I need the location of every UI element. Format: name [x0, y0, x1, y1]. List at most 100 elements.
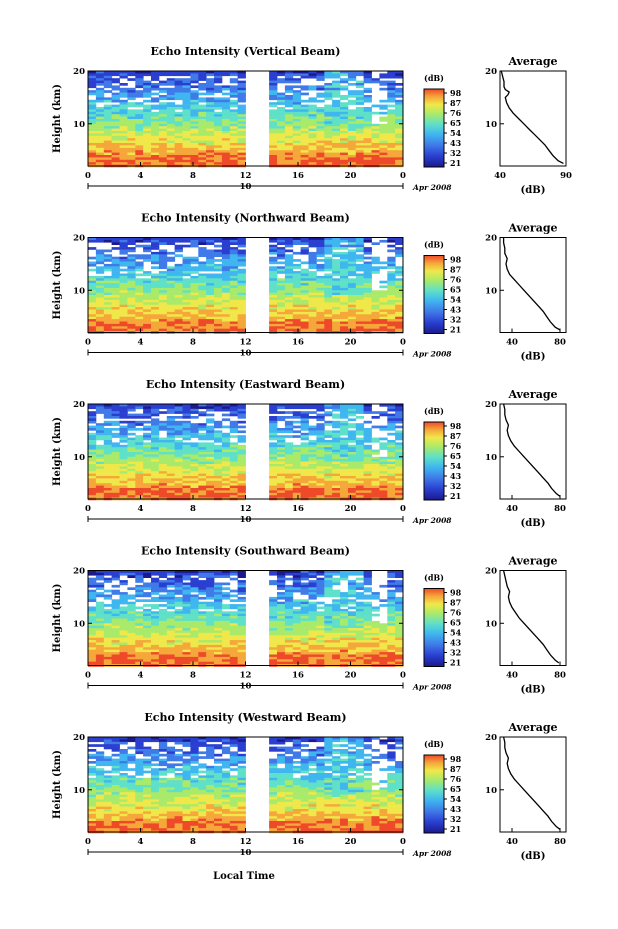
- colorbar-tick: 98: [450, 588, 462, 598]
- x-tick-label: 4: [138, 837, 144, 847]
- panel-title: Echo Intensity (Northward Beam): [141, 212, 350, 225]
- panel-title: Echo Intensity (Eastward Beam): [146, 378, 345, 391]
- colorbar-tick: 21: [450, 658, 461, 668]
- panel-2: Echo Intensity (Eastward Beam) 20 10 Height…: [52, 378, 567, 529]
- average-frame: [499, 570, 567, 666]
- average-y-tick: 20: [485, 400, 497, 410]
- panels: Echo Intensity (Vertical Beam) 20 10 Height…: [52, 45, 572, 862]
- average-frame: [499, 736, 567, 833]
- average-line: [502, 237, 561, 331]
- colorbar-tick: 43: [450, 638, 462, 648]
- average-frame: [499, 237, 567, 333]
- heatmap: [88, 237, 404, 334]
- colorbar-tick: 87: [450, 265, 461, 275]
- x-tick-label: 16: [292, 671, 304, 681]
- x-tick-label: 16: [292, 837, 304, 847]
- panel-title: Echo Intensity (Westward Beam): [144, 711, 346, 724]
- average-y-tick: 20: [485, 567, 497, 577]
- average-x-tick: 80: [554, 837, 566, 847]
- colorbar-tick: 32: [450, 481, 461, 491]
- average-x-tick: 40: [506, 504, 518, 514]
- x-tick-label: 4: [138, 171, 144, 181]
- colorbar-unit: (dB): [424, 739, 444, 749]
- x-tick-label: 4: [138, 671, 144, 681]
- x-tick-label: 12: [240, 171, 252, 181]
- colorbar-tick: 21: [450, 824, 461, 834]
- day-label: 10: [240, 515, 252, 525]
- average-y-tick: 10: [485, 786, 497, 796]
- colorbar-tick: 32: [450, 315, 461, 325]
- heatmap: [88, 737, 404, 834]
- average-y-tick: 10: [485, 120, 497, 130]
- colorbar-tick: 98: [450, 754, 462, 764]
- average-line: [502, 570, 560, 664]
- average-line: [502, 403, 561, 497]
- y-tick-label: 20: [73, 400, 85, 410]
- colorbar-tick: 87: [450, 764, 461, 774]
- x-tick-label: 0: [400, 504, 406, 514]
- average-x-tick: 80: [554, 671, 566, 681]
- average-x-tick: 80: [554, 338, 566, 348]
- colorbar: [423, 88, 445, 168]
- average-y-tick: 10: [485, 453, 497, 463]
- date-label: Apr 2008: [412, 516, 452, 525]
- colorbar-tick: 54: [450, 794, 462, 804]
- panel-title: Echo Intensity (Vertical Beam): [150, 45, 340, 58]
- x-tick-label: 4: [138, 504, 144, 514]
- x-tick-label: 8: [190, 837, 196, 847]
- panel-3: Echo Intensity (Southward Beam) 20 10 Heigh…: [52, 545, 567, 696]
- colorbar-tick: 43: [450, 471, 462, 481]
- x-tick-label: 8: [190, 171, 196, 181]
- average-y-tick: 10: [485, 286, 497, 296]
- colorbar-unit: (dB): [424, 73, 444, 83]
- average-y-tick: 20: [485, 234, 497, 244]
- average-title: Average: [507, 55, 557, 68]
- colorbar-tick: 65: [450, 118, 461, 128]
- day-label: 10: [240, 682, 252, 692]
- x-tick-label: 8: [190, 338, 196, 348]
- day-label: 10: [240, 349, 252, 359]
- panel-0: Echo Intensity (Vertical Beam) 20 10 Height…: [52, 45, 572, 196]
- average-title: Average: [507, 222, 557, 235]
- x-tick-label: 20: [345, 837, 357, 847]
- x-tick-label: 0: [400, 837, 406, 847]
- colorbar-unit: (dB): [424, 240, 444, 250]
- colorbar-tick: 32: [450, 148, 461, 158]
- y-tick-label: 20: [73, 67, 85, 77]
- date-label: Apr 2008: [412, 849, 452, 858]
- colorbar: [423, 421, 445, 501]
- panel-1: Echo Intensity (Northward Beam) 20 10 Heigh…: [52, 212, 567, 363]
- average-x-label: (dB): [521, 851, 546, 862]
- colorbar-tick: 43: [450, 305, 462, 315]
- colorbar-tick: 65: [450, 618, 461, 628]
- colorbar-unit: (dB): [424, 573, 444, 583]
- colorbar-tick: 76: [450, 441, 462, 451]
- x-tick-label: 20: [345, 171, 357, 181]
- x-tick-label: 12: [240, 837, 252, 847]
- heatmap: [88, 570, 404, 667]
- average-line: [500, 70, 564, 164]
- average-x-tick: 40: [506, 671, 518, 681]
- y-tick-label: 20: [73, 234, 85, 244]
- x-tick-label: 20: [345, 671, 357, 681]
- colorbar-tick: 65: [450, 784, 461, 794]
- average-x-tick: 40: [506, 338, 518, 348]
- average-y-tick: 20: [485, 733, 497, 743]
- colorbar-tick: 65: [450, 285, 461, 295]
- average-x-label: (dB): [521, 352, 546, 363]
- colorbar-tick: 65: [450, 451, 461, 461]
- colorbar-tick: 76: [450, 608, 462, 618]
- x-tick-label: 20: [345, 504, 357, 514]
- heatmap: [88, 404, 404, 501]
- colorbar-tick: 21: [450, 491, 461, 501]
- x-tick-label: 0: [400, 171, 406, 181]
- average-x-label: (dB): [521, 185, 546, 196]
- colorbar-tick: 43: [450, 804, 462, 814]
- y-tick-label: 10: [73, 120, 85, 130]
- x-tick-label: 16: [292, 338, 304, 348]
- colorbar-unit: (dB): [424, 406, 444, 416]
- colorbar-tick: 98: [450, 421, 462, 431]
- y-axis-label: Height (km): [52, 584, 63, 653]
- colorbar-tick: 87: [450, 431, 461, 441]
